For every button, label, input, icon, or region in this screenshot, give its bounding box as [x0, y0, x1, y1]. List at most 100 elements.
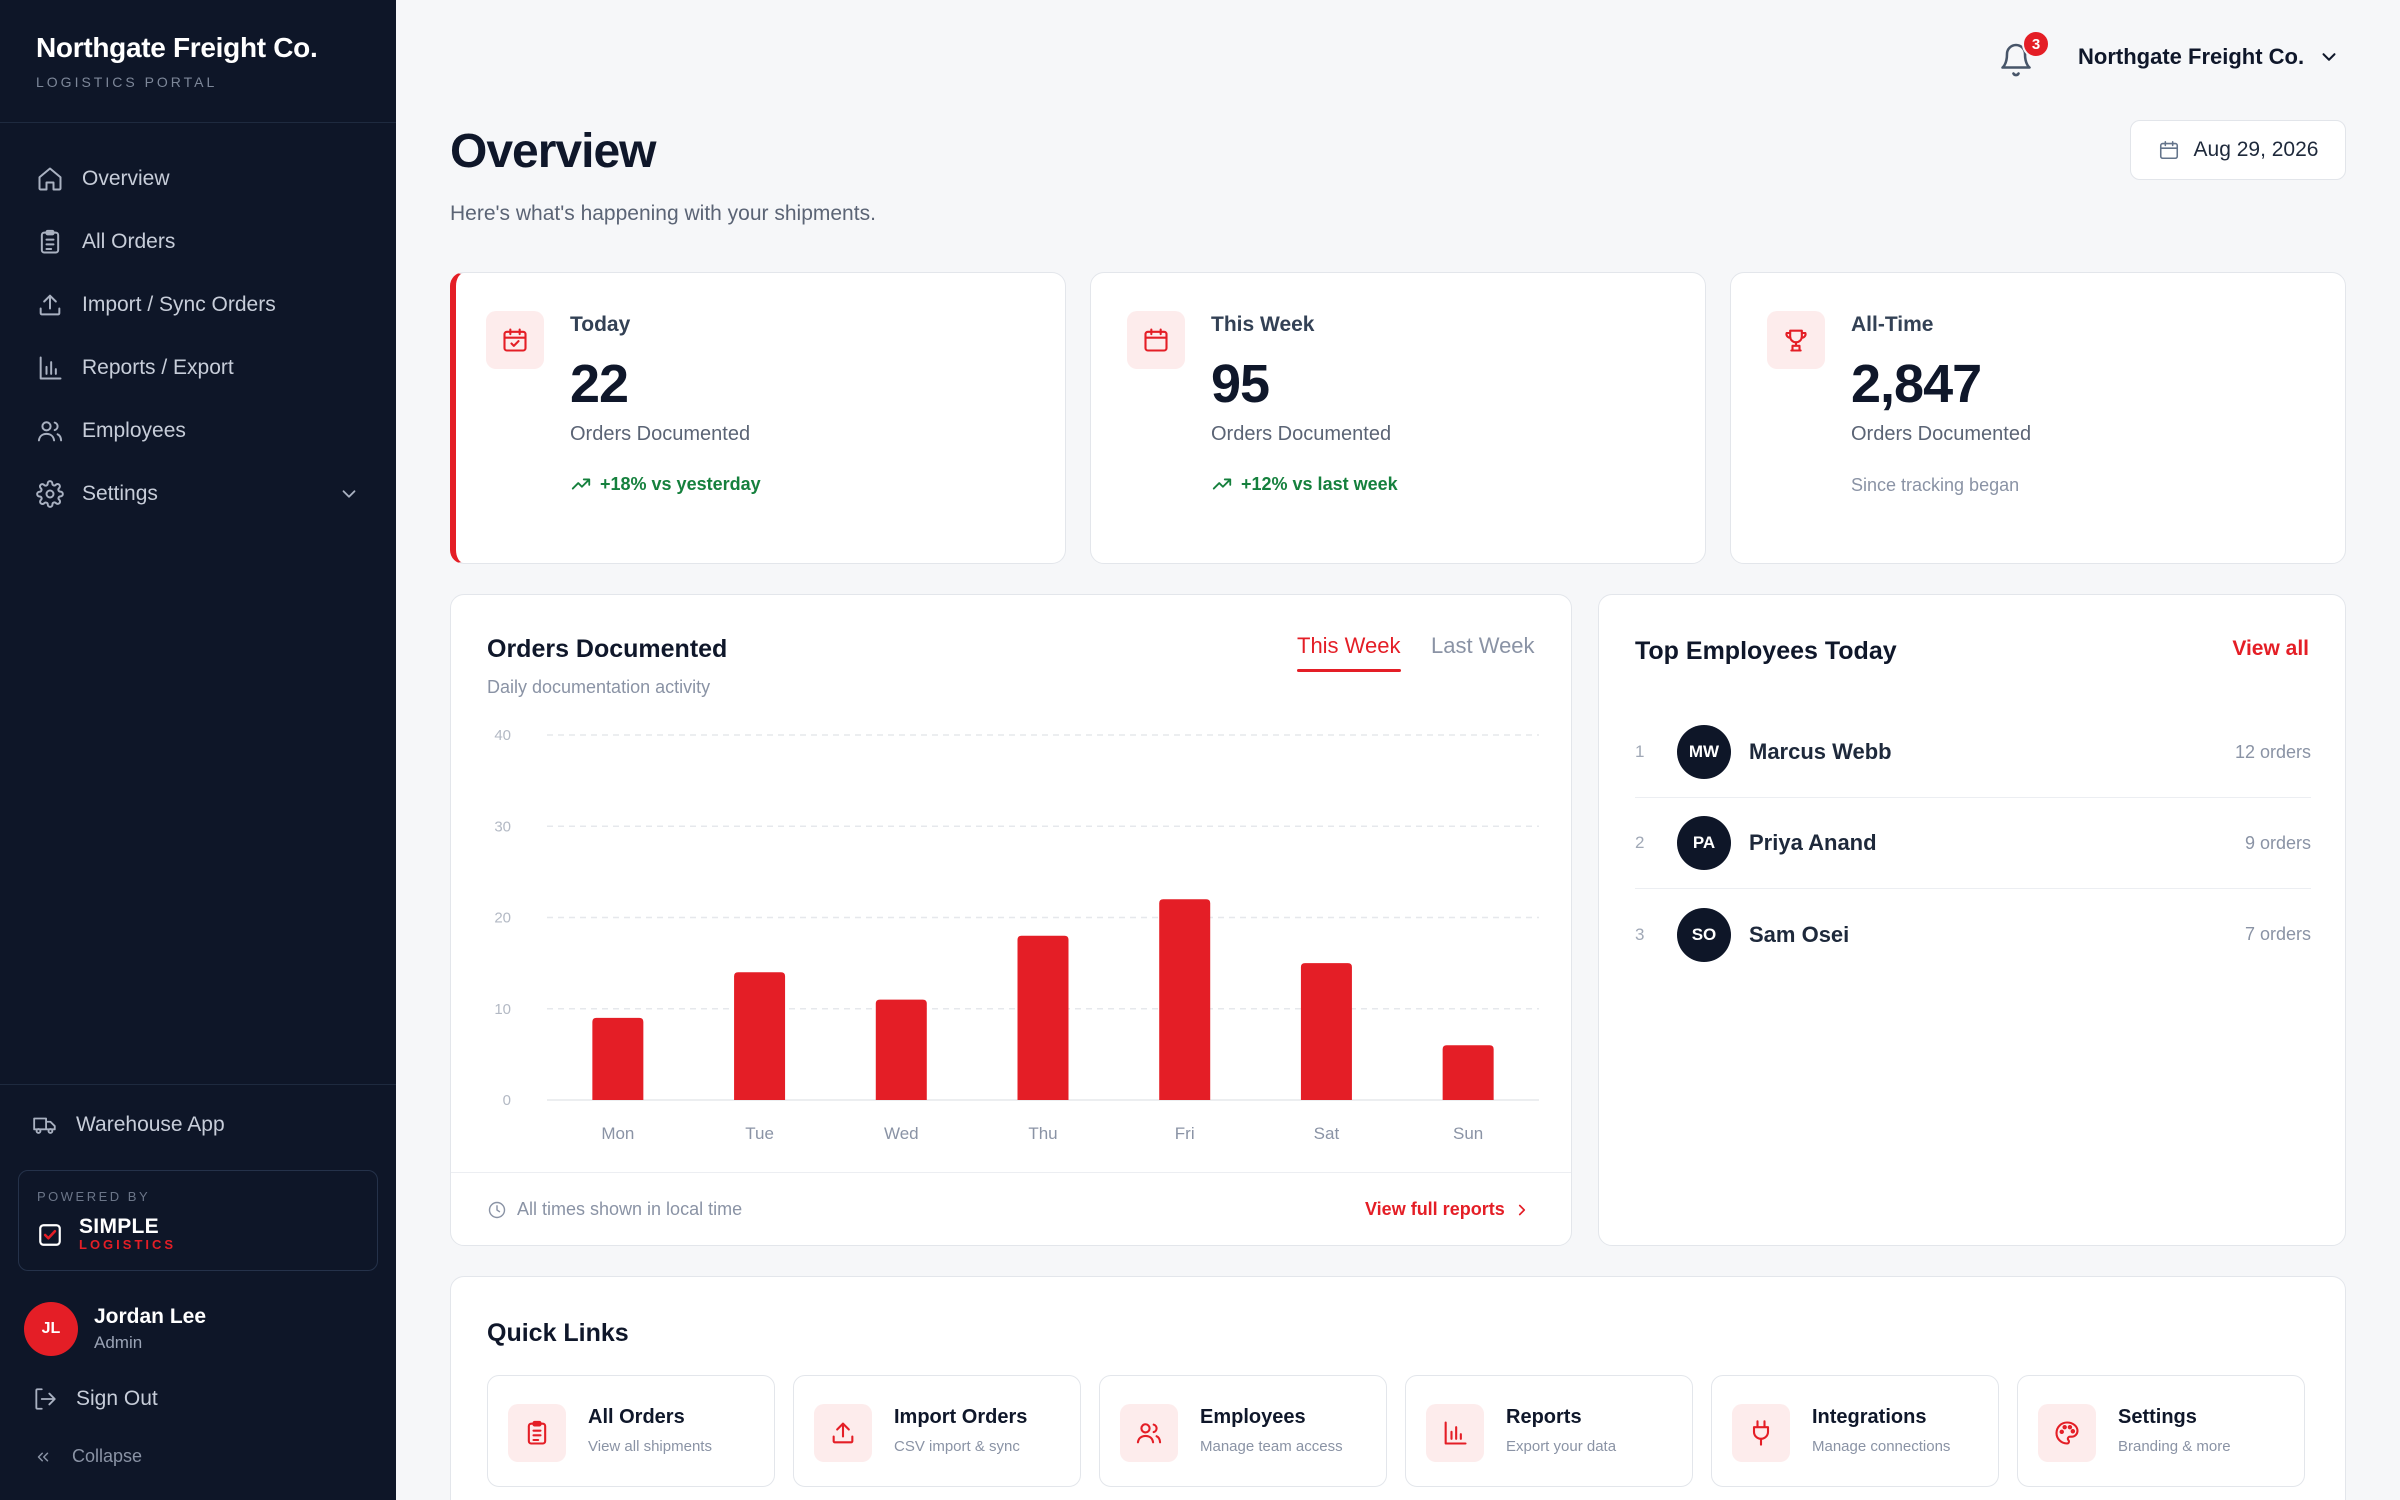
orders-chart-card: Orders Documented Daily documentation ac…: [450, 594, 1572, 1246]
tab-last-week[interactable]: Last Week: [1431, 633, 1535, 658]
x-tick-label: Mon: [601, 1124, 634, 1143]
quick-link-employees[interactable]: Employees Manage team access: [1099, 1375, 1387, 1487]
date-label: Aug 29, 2026: [2193, 138, 2319, 161]
y-tick-label: 30: [494, 818, 511, 835]
palette-icon: [2055, 1421, 2079, 1445]
avatar: PA: [1677, 816, 1731, 870]
stat-value: 2,847: [1851, 354, 1982, 414]
quick-link-description: Manage team access: [1200, 1438, 1343, 1455]
quick-link-icon-box: [2038, 1404, 2096, 1462]
x-tick-label: Fri: [1175, 1124, 1195, 1143]
employee-rank: 3: [1635, 924, 1645, 944]
quick-link-icon-box: [814, 1404, 872, 1462]
stat-trend-text: +12% vs last week: [1241, 473, 1398, 494]
employee-name: Marcus Webb: [1749, 739, 1892, 764]
user-name: Jordan Lee: [94, 1305, 207, 1328]
quick-links-card: Quick Links All Orders View all shipment…: [450, 1276, 2346, 1500]
quick-link-reports[interactable]: Reports Export your data: [1405, 1375, 1693, 1487]
sidebar-item-label: Employees: [82, 418, 186, 442]
sign-out-button[interactable]: Sign Out: [32, 1386, 158, 1412]
powered-by-label: POWERED BY: [37, 1189, 151, 1204]
stat-label: All-Time: [1851, 313, 1934, 336]
bell-icon[interactable]: [1998, 42, 2034, 78]
quick-link-icon-box: [508, 1404, 566, 1462]
timezone-note-text: All times shown in local time: [517, 1199, 743, 1219]
quick-link-all-orders[interactable]: All Orders View all shipments: [487, 1375, 775, 1487]
warehouse-app-label: Warehouse App: [76, 1113, 225, 1136]
warehouse-app-link[interactable]: Warehouse App: [32, 1112, 225, 1138]
sidebar-item-label: Settings: [82, 481, 158, 505]
employee-rank: 2: [1635, 833, 1645, 852]
stat-caption: Orders Documented: [570, 423, 751, 445]
user-role: Admin: [94, 1333, 143, 1352]
y-tick-label: 20: [494, 910, 511, 927]
employee-list: 1 MW Marcus Webb 12 orders 2 PA Priya An…: [1635, 707, 2311, 980]
sidebar-item-settings[interactable]: Settings: [0, 462, 396, 525]
bar: [875, 999, 927, 1100]
stat-trend: +18% vs yesterday: [570, 473, 761, 495]
list-item[interactable]: 3 SO Sam Osei 7 orders: [1635, 889, 2311, 980]
clipboard-icon: [527, 1420, 547, 1445]
sidebar-item-import-sync[interactable]: Import / Sync Orders: [0, 273, 396, 336]
view-full-reports-link[interactable]: View full reports: [1365, 1199, 1531, 1220]
truck-icon: [33, 1117, 56, 1134]
date-picker-button[interactable]: Aug 29, 2026: [2130, 120, 2346, 180]
employee-rank: 1: [1635, 742, 1645, 761]
logo-simple-text: SIMPLE: [79, 1215, 159, 1238]
quick-link-import-orders[interactable]: Import Orders CSV import & sync: [793, 1375, 1081, 1487]
stat-note: Since tracking began: [1851, 475, 2020, 495]
view-all-link[interactable]: View all: [2232, 637, 2309, 660]
sidebar-item-overview[interactable]: Overview: [0, 147, 396, 210]
avatar: JL: [24, 1302, 78, 1356]
stat-card-all-time: All-Time 2,847 Orders Documented Since t…: [1730, 272, 2346, 564]
stat-value: 95: [1211, 354, 1270, 414]
checkbox-logo-icon: [39, 1224, 61, 1246]
calendar-icon: [1144, 328, 1168, 352]
stat-icon-box: [1127, 311, 1185, 369]
employee-order-count: 12 orders: [2234, 741, 2311, 762]
quick-link-description: View all shipments: [588, 1438, 712, 1455]
page-title: Overview: [450, 125, 656, 178]
x-tick-label: Sat: [1314, 1124, 1340, 1143]
x-tick-label: Thu: [1028, 1124, 1057, 1143]
company-switcher[interactable]: Northgate Freight Co.: [2078, 44, 2340, 70]
y-tick-label: 0: [503, 1092, 511, 1109]
quick-link-integrations[interactable]: Integrations Manage connections: [1711, 1375, 1999, 1487]
quick-link-description: CSV import & sync: [894, 1438, 1020, 1455]
chevron-down-icon[interactable]: [338, 483, 360, 505]
trophy-icon: [1785, 329, 1807, 352]
brand-subtitle: LOGISTICS PORTAL: [36, 74, 218, 90]
user-profile[interactable]: JL Jordan Lee Admin: [24, 1302, 206, 1356]
upload-icon: [39, 294, 61, 315]
stat-label: Today: [570, 313, 631, 336]
chevron-right-icon: [1518, 1204, 1525, 1215]
sidebar-item-all-orders[interactable]: All Orders: [0, 210, 396, 273]
collapse-button[interactable]: Collapse: [34, 1446, 142, 1467]
quick-link-label: Employees: [1200, 1406, 1306, 1428]
list-item[interactable]: 2 PA Priya Anand 9 orders: [1635, 798, 2311, 889]
chart-title: Orders Documented: [487, 635, 728, 663]
stat-icon-box: [486, 311, 544, 369]
notification-badge: 3: [2022, 30, 2050, 58]
company-name: Northgate Freight Co.: [2078, 44, 2305, 69]
sidebar-item-label: All Orders: [82, 229, 176, 253]
chevrons-left-icon: [37, 1452, 49, 1461]
list-item[interactable]: 1 MW Marcus Webb 12 orders: [1635, 707, 2311, 798]
x-tick-label: Sun: [1453, 1124, 1483, 1143]
bar: [1442, 1045, 1494, 1100]
sidebar-divider: [0, 122, 396, 123]
sidebar-item-label: Reports / Export: [82, 355, 234, 379]
avatar: MW: [1677, 725, 1731, 779]
sidebar-item-employees[interactable]: Employees: [0, 399, 396, 462]
bar: [1017, 935, 1069, 1100]
y-tick-label: 40: [494, 727, 511, 744]
tab-this-week[interactable]: This Week: [1297, 633, 1401, 658]
quick-link-label: Import Orders: [894, 1406, 1028, 1428]
bar: [734, 972, 786, 1100]
quick-link-icon-box: [1732, 1404, 1790, 1462]
employee-order-count: 7 orders: [2244, 924, 2311, 944]
chart-subtitle: Daily documentation activity: [487, 677, 711, 697]
bar: [1300, 963, 1352, 1100]
sidebar-item-reports-export[interactable]: Reports / Export: [0, 336, 396, 399]
quick-link-settings[interactable]: Settings Branding & more: [2017, 1375, 2305, 1487]
